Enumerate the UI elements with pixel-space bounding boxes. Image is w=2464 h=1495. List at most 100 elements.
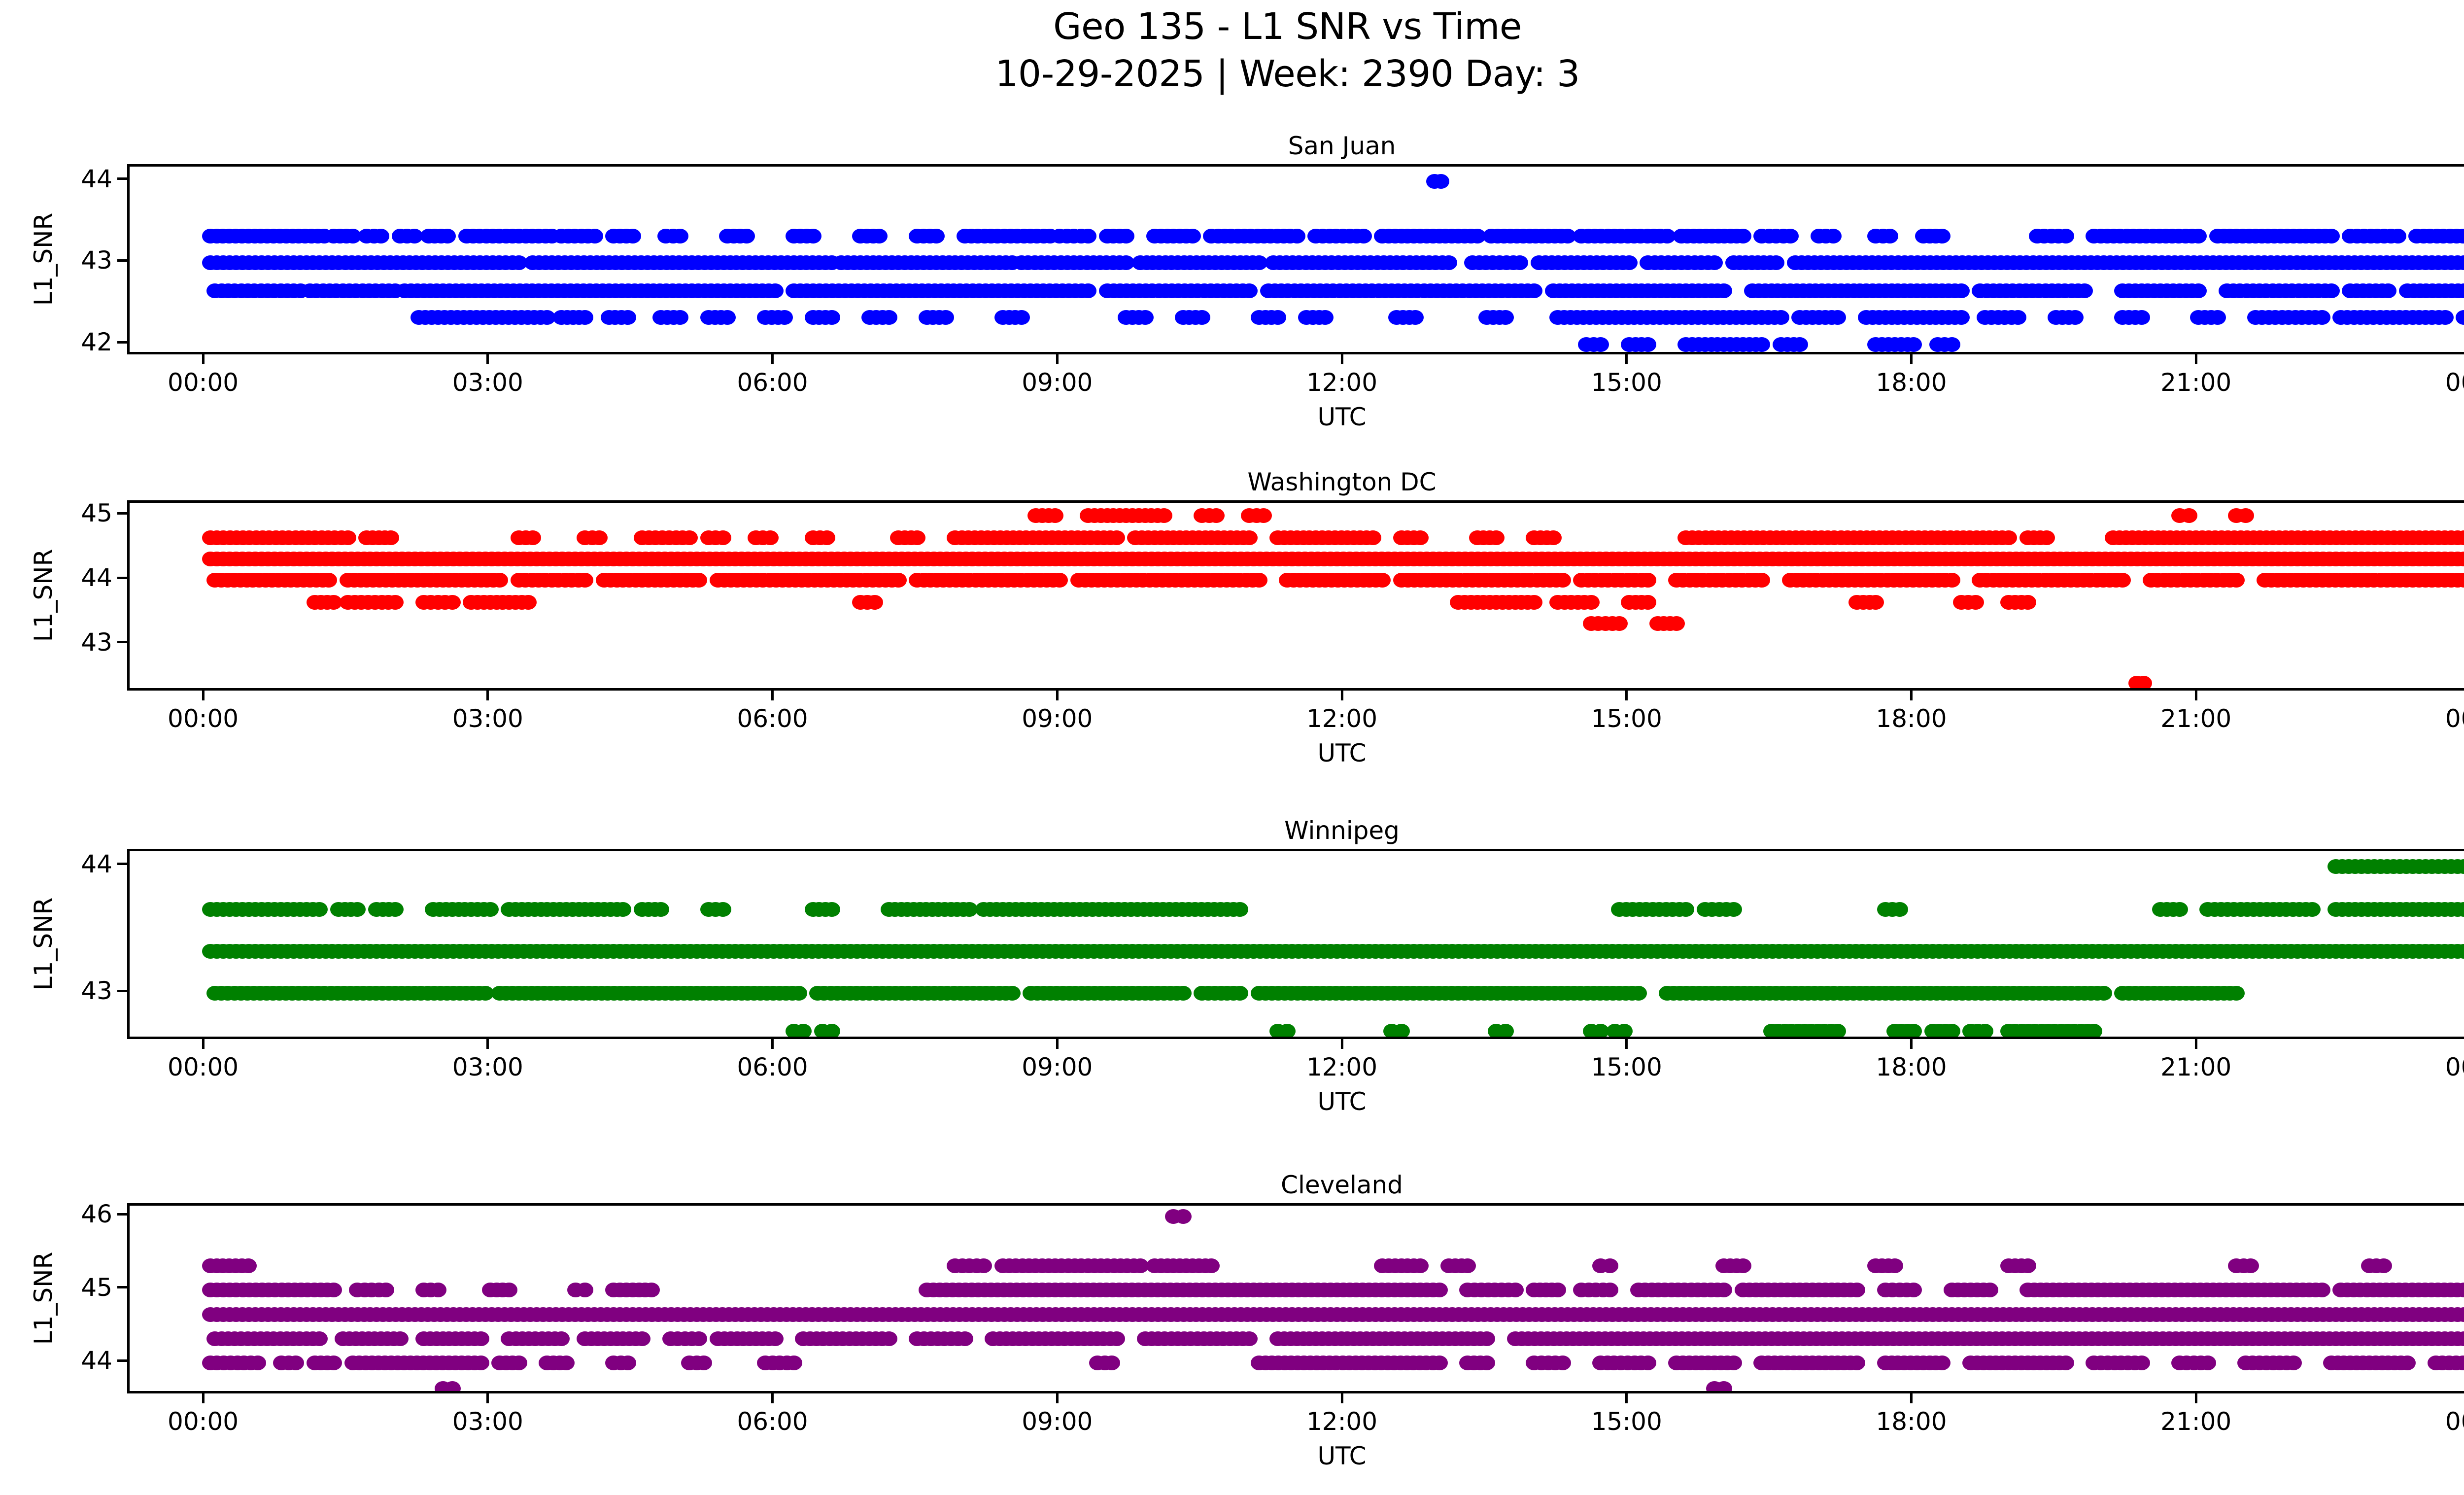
x-tick-label: 06:00 — [737, 1407, 808, 1436]
data-point — [1640, 573, 1657, 588]
data-point — [1412, 530, 1429, 545]
data-point — [1506, 1282, 1524, 1297]
x-tick-8: 00:00 — [2445, 1393, 2464, 1434]
data-point — [444, 594, 461, 610]
data-point — [1497, 310, 1514, 325]
x-tick-4: 12:00 — [1306, 1039, 1377, 1079]
data-point — [1943, 573, 1960, 588]
data-point — [1967, 594, 1984, 610]
data-point — [1393, 1024, 1410, 1037]
data-point — [619, 310, 637, 325]
data-point — [1829, 310, 1847, 325]
data-point — [1108, 530, 1125, 545]
data-point — [586, 228, 603, 243]
data-point — [1478, 1331, 1495, 1347]
data-point — [444, 1381, 461, 1391]
data-point — [1431, 1356, 1448, 1371]
x-tick-8: 00:00 — [2445, 691, 2464, 731]
y-tick-label: 44 — [81, 1346, 112, 1375]
data-point — [1241, 283, 1258, 298]
data-point — [2304, 902, 2321, 917]
data-point — [695, 1356, 713, 1371]
x-tick-5: 15:00 — [1591, 1039, 1662, 1079]
data-point — [2190, 228, 2207, 243]
data-point — [1592, 337, 1609, 352]
x-tick-mark — [202, 1039, 205, 1049]
data-point — [1952, 310, 1970, 325]
data-point — [2436, 310, 2454, 325]
data-point — [1364, 530, 1381, 545]
x-tick-mark — [1910, 354, 1913, 364]
x-tick-label: 06:00 — [737, 368, 808, 397]
data-point — [1976, 1024, 1993, 1037]
data-point — [1003, 986, 1021, 1001]
x-tick-6: 18:00 — [1876, 1393, 1947, 1434]
subplot-title-washington-dc: Washington DC — [1247, 468, 1437, 496]
x-axis-label-winnipeg: UTC — [1317, 1087, 1367, 1116]
x-tick-mark — [202, 1393, 205, 1403]
data-point — [2461, 228, 2464, 243]
y-tick-43: 43 — [81, 630, 127, 655]
data-point — [1549, 1282, 1567, 1297]
data-point — [795, 1024, 812, 1037]
data-point — [553, 1331, 570, 1347]
data-point — [1848, 1356, 1865, 1371]
data-point — [1867, 594, 1884, 610]
subplot-title-winnipeg: Winnipeg — [1284, 816, 1400, 845]
data-point — [2242, 1258, 2259, 1273]
data-point — [690, 1331, 708, 1347]
data-point — [719, 310, 736, 325]
data-point — [1706, 255, 1723, 271]
data-point — [619, 1356, 637, 1371]
data-point — [481, 902, 499, 917]
x-tick-7: 21:00 — [2160, 1393, 2231, 1434]
x-tick-mark — [771, 354, 774, 364]
x-tick-6: 18:00 — [1876, 1039, 1947, 1079]
subplot-winnipeg: Winnipeg 43 44 00:00 03:00 06:00 09:00 12:00 1… — [29, 818, 2464, 1114]
data-point — [890, 573, 907, 588]
x-tick-label: 00:00 — [168, 704, 239, 733]
data-point — [1526, 594, 1543, 610]
data-point — [577, 1282, 594, 1297]
x-tick-mark — [486, 1393, 489, 1403]
data-point — [1174, 986, 1192, 1001]
x-tick-mark — [1910, 1039, 1913, 1049]
data-point — [956, 1331, 973, 1347]
x-tick-label: 18:00 — [1876, 368, 1947, 397]
data-point — [1488, 530, 1505, 545]
y-tick-44: 44 — [81, 167, 127, 191]
x-tick-label: 03:00 — [452, 368, 523, 397]
data-point — [690, 573, 708, 588]
y-tick-mark — [117, 1359, 127, 1362]
y-tick-label: 44 — [81, 563, 112, 592]
x-tick-label: 06:00 — [737, 1053, 808, 1081]
data-point — [2019, 1258, 2036, 1273]
data-point — [1715, 283, 1733, 298]
data-point — [387, 902, 404, 917]
x-tick-mark — [2194, 691, 2197, 700]
y-tick-label: 45 — [81, 1273, 112, 1302]
data-point — [871, 228, 888, 243]
data-point — [1080, 283, 1097, 298]
x-tick-mark — [1625, 691, 1628, 700]
x-tick-mark — [1625, 1393, 1628, 1403]
x-tick-label: 00:00 — [168, 1053, 239, 1081]
x-tick-mark — [771, 1393, 774, 1403]
data-point — [1554, 573, 1571, 588]
data-point — [1412, 1258, 1429, 1273]
data-point — [1824, 228, 1842, 243]
data-point — [633, 1331, 650, 1347]
data-point — [1232, 986, 1249, 1001]
data-point — [1905, 337, 1922, 352]
data-point — [1497, 1024, 1514, 1037]
data-point — [615, 902, 632, 917]
data-point — [472, 1331, 489, 1347]
y-tick-mark — [117, 259, 127, 262]
data-point — [325, 1282, 342, 1297]
data-point — [2086, 1024, 2103, 1037]
data-point — [1103, 1356, 1121, 1371]
data-point — [1753, 337, 1771, 352]
x-tick-label: 09:00 — [1022, 368, 1093, 397]
x-tick-label: 00:00 — [2445, 1407, 2464, 1436]
